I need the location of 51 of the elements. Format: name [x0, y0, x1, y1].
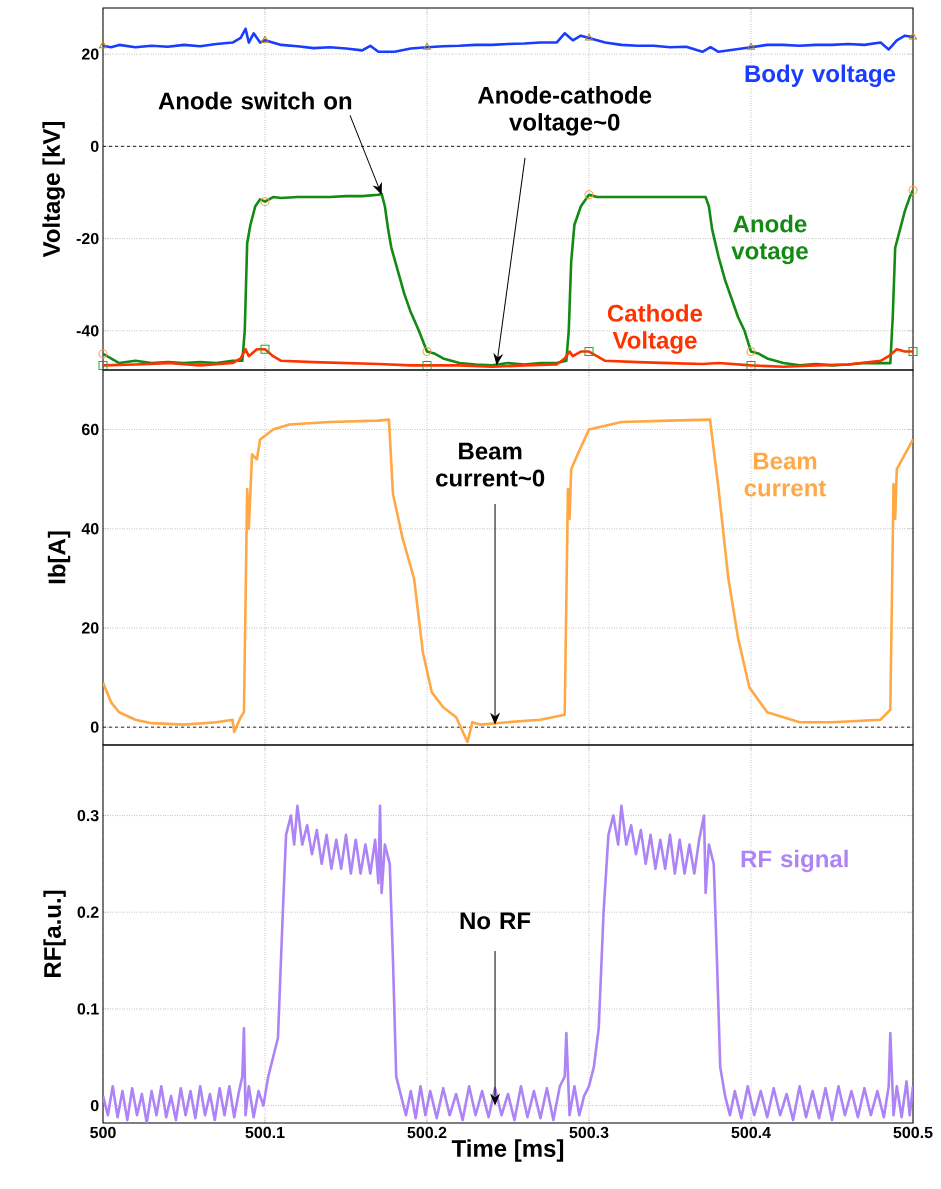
y-tick-label: 0.3 [77, 809, 99, 822]
series-label: RF signal [741, 849, 848, 873]
series-label: Cathode Voltage [607, 304, 703, 354]
y-tick-label: 0.1 [77, 1003, 99, 1015]
x-axis-title: Time [ms] [451, 1139, 564, 1162]
point [584, 347, 594, 357]
point [98, 349, 108, 359]
y-tick-label: 20 [81, 622, 99, 634]
point [261, 35, 269, 43]
point [908, 347, 918, 357]
annotation: Beam current~0 [436, 442, 545, 487]
x-tick-label: 500.5 [893, 1126, 933, 1139]
line-series [103, 418, 913, 744]
y-tick-label: -20 [76, 232, 99, 245]
point [260, 344, 270, 354]
y-tick-label: 40 [81, 523, 99, 535]
point [99, 41, 107, 49]
y-tick-label: 0 [90, 721, 99, 733]
line-series [103, 804, 913, 1123]
x-tick-label: 500.2 [407, 1126, 447, 1139]
y-tick-label: 0 [90, 140, 99, 152]
annotation: Anode switch on [158, 91, 352, 110]
annotation: Anode-cathode voltage~0 [477, 86, 652, 136]
point [908, 185, 918, 195]
point [422, 347, 432, 357]
y-tick-label: -40 [76, 325, 99, 337]
x-tick-label: 500.4 [731, 1126, 771, 1139]
y-axis-title: Voltage [kV] [42, 121, 65, 258]
point [746, 360, 756, 370]
y-tick-label: 0.2 [77, 906, 99, 918]
point [423, 42, 431, 50]
y-tick-label: 60 [81, 423, 99, 436]
y-axis-title: Ib[A] [47, 531, 71, 584]
y-tick-label: 20 [81, 48, 99, 60]
point [747, 42, 755, 50]
x-tick-label: 500 [90, 1126, 116, 1139]
x-tick-label: 500.3 [569, 1126, 609, 1139]
series-label: Beam current [744, 452, 827, 497]
point [909, 32, 917, 40]
point [746, 347, 756, 357]
point [422, 360, 432, 370]
series-label: Body voltage [745, 64, 896, 88]
annotation: No RF [460, 912, 531, 930]
y-axis-title: RF[a.u.] [43, 890, 66, 978]
point [584, 190, 594, 200]
point [260, 197, 270, 207]
point [585, 33, 593, 41]
series-label: Anode votage [731, 214, 808, 265]
point [98, 360, 108, 370]
x-tick-label: 500.1 [245, 1126, 285, 1139]
y-tick-label: 0 [90, 1099, 99, 1112]
